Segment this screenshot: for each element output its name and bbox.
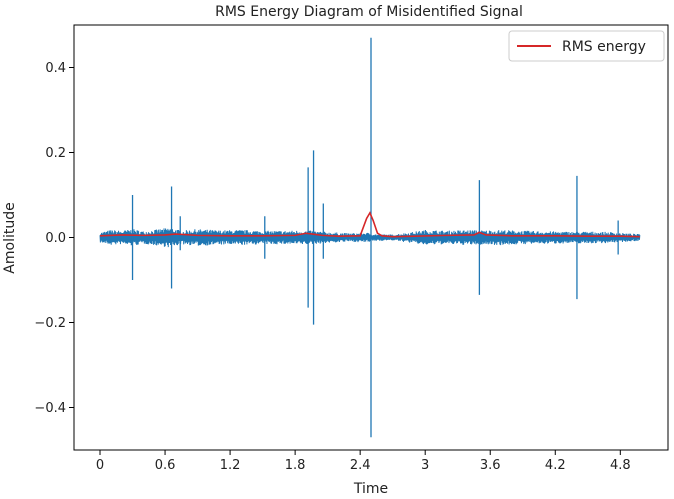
y-tick-label: 0.4 <box>45 61 66 76</box>
x-tick-label: 0.6 <box>155 458 176 473</box>
legend-box <box>508 30 665 62</box>
x-tick-label: 4.8 <box>610 458 631 473</box>
plot-area <box>99 37 641 438</box>
x-tick-label: 1.8 <box>285 458 306 473</box>
x-tick-label: 2.4 <box>350 458 371 473</box>
x-tick-label: 3 <box>421 458 429 473</box>
waveform-series <box>99 228 641 248</box>
y-axis-ticks: −0.4 −0.2 0.0 0.2 0.4 <box>34 61 74 416</box>
y-tick-label: 0.2 <box>45 146 66 161</box>
y-axis-label: Amolitude <box>2 202 18 273</box>
x-tick-label: 1.2 <box>220 458 241 473</box>
legend: RMS energy <box>508 30 665 62</box>
y-tick-label: 0.0 <box>45 231 66 246</box>
rms-energy-line <box>99 211 640 238</box>
x-tick-label: 0 <box>96 458 104 473</box>
chart-title: RMS Energy Diagram of Misidentified Sign… <box>215 4 523 20</box>
x-axis-ticks: 0 0.6 1.2 1.8 2.4 3 3.6 4.2 4.8 <box>96 450 631 473</box>
x-tick-label: 4.2 <box>545 458 566 473</box>
legend-label-rms-energy: RMS energy <box>562 39 646 55</box>
y-tick-label: −0.2 <box>34 316 66 331</box>
x-axis-label: Time <box>353 481 388 497</box>
waveform-trace <box>99 228 641 248</box>
x-tick-label: 3.6 <box>480 458 501 473</box>
waveform-spikes <box>131 37 619 438</box>
y-tick-label: −0.4 <box>34 401 66 416</box>
